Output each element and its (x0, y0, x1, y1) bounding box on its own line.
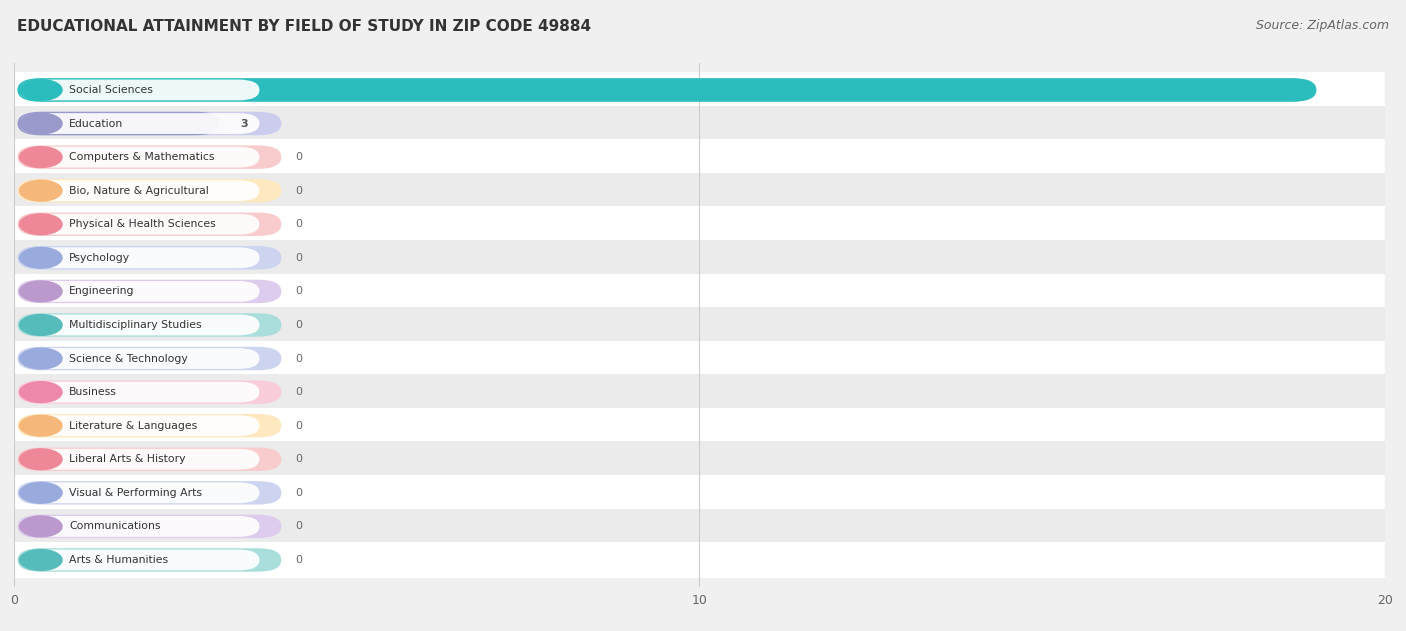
FancyBboxPatch shape (14, 206, 1385, 242)
Text: 0: 0 (295, 353, 302, 363)
Circle shape (20, 382, 62, 403)
Circle shape (20, 449, 62, 469)
FancyBboxPatch shape (20, 146, 260, 167)
Text: 0: 0 (295, 253, 302, 263)
FancyBboxPatch shape (17, 78, 1316, 102)
Text: 0: 0 (295, 286, 302, 297)
FancyBboxPatch shape (20, 348, 260, 369)
FancyBboxPatch shape (17, 347, 281, 370)
FancyBboxPatch shape (20, 382, 260, 403)
Text: 0: 0 (295, 152, 302, 162)
Text: Liberal Arts & History: Liberal Arts & History (69, 454, 186, 464)
Circle shape (20, 281, 62, 302)
FancyBboxPatch shape (17, 380, 281, 404)
FancyBboxPatch shape (14, 240, 1385, 276)
Text: Arts & Humanities: Arts & Humanities (69, 555, 169, 565)
FancyBboxPatch shape (17, 145, 281, 169)
FancyBboxPatch shape (17, 280, 281, 303)
FancyBboxPatch shape (14, 374, 1385, 410)
Circle shape (20, 113, 62, 134)
Text: Visual & Performing Arts: Visual & Performing Arts (69, 488, 202, 498)
FancyBboxPatch shape (14, 307, 1385, 343)
FancyBboxPatch shape (14, 274, 1385, 309)
Text: 0: 0 (295, 521, 302, 531)
FancyBboxPatch shape (17, 179, 281, 203)
Text: Education: Education (69, 119, 124, 129)
FancyBboxPatch shape (17, 213, 281, 236)
FancyBboxPatch shape (14, 542, 1385, 578)
FancyBboxPatch shape (14, 106, 1385, 141)
FancyBboxPatch shape (17, 246, 281, 269)
FancyBboxPatch shape (20, 550, 260, 570)
Text: Engineering: Engineering (69, 286, 135, 297)
Text: Communications: Communications (69, 521, 160, 531)
Circle shape (20, 550, 62, 570)
Text: EDUCATIONAL ATTAINMENT BY FIELD OF STUDY IN ZIP CODE 49884: EDUCATIONAL ATTAINMENT BY FIELD OF STUDY… (17, 19, 591, 34)
Text: 0: 0 (295, 421, 302, 431)
FancyBboxPatch shape (14, 475, 1385, 510)
FancyBboxPatch shape (14, 408, 1385, 444)
FancyBboxPatch shape (20, 415, 260, 436)
Text: 19: 19 (1336, 85, 1351, 95)
Circle shape (20, 214, 62, 235)
Text: Science & Technology: Science & Technology (69, 353, 187, 363)
FancyBboxPatch shape (20, 80, 260, 100)
Text: Bio, Nature & Agricultural: Bio, Nature & Agricultural (69, 186, 208, 196)
FancyBboxPatch shape (17, 414, 281, 437)
Circle shape (20, 483, 62, 504)
FancyBboxPatch shape (17, 515, 281, 538)
FancyBboxPatch shape (14, 139, 1385, 175)
FancyBboxPatch shape (17, 548, 281, 572)
Text: 0: 0 (295, 320, 302, 330)
FancyBboxPatch shape (14, 72, 1385, 108)
FancyBboxPatch shape (20, 247, 260, 268)
FancyBboxPatch shape (20, 113, 260, 134)
FancyBboxPatch shape (14, 173, 1385, 208)
FancyBboxPatch shape (17, 313, 281, 337)
Circle shape (20, 180, 62, 201)
FancyBboxPatch shape (20, 483, 260, 504)
FancyBboxPatch shape (17, 447, 281, 471)
Text: 0: 0 (295, 488, 302, 498)
Text: 0: 0 (295, 555, 302, 565)
Text: Business: Business (69, 387, 117, 397)
Text: 3: 3 (240, 119, 247, 129)
FancyBboxPatch shape (17, 112, 219, 135)
Text: Physical & Health Sciences: Physical & Health Sciences (69, 219, 215, 229)
Circle shape (20, 315, 62, 335)
FancyBboxPatch shape (17, 78, 1316, 102)
Text: Multidisciplinary Studies: Multidisciplinary Studies (69, 320, 201, 330)
FancyBboxPatch shape (20, 214, 260, 235)
FancyBboxPatch shape (17, 481, 281, 505)
Text: Literature & Languages: Literature & Languages (69, 421, 197, 431)
FancyBboxPatch shape (14, 509, 1385, 544)
FancyBboxPatch shape (20, 315, 260, 335)
Text: 0: 0 (295, 387, 302, 397)
FancyBboxPatch shape (14, 341, 1385, 376)
Text: Source: ZipAtlas.com: Source: ZipAtlas.com (1256, 19, 1389, 32)
Text: 0: 0 (295, 186, 302, 196)
FancyBboxPatch shape (17, 112, 281, 135)
Circle shape (20, 80, 62, 100)
Circle shape (20, 415, 62, 436)
Circle shape (20, 247, 62, 268)
Text: 0: 0 (295, 219, 302, 229)
Text: Social Sciences: Social Sciences (69, 85, 153, 95)
Text: Psychology: Psychology (69, 253, 129, 263)
FancyBboxPatch shape (20, 180, 260, 201)
Text: Computers & Mathematics: Computers & Mathematics (69, 152, 214, 162)
Circle shape (20, 348, 62, 369)
FancyBboxPatch shape (20, 281, 260, 302)
Circle shape (20, 516, 62, 537)
FancyBboxPatch shape (20, 449, 260, 469)
Circle shape (20, 146, 62, 167)
FancyBboxPatch shape (20, 516, 260, 537)
Text: 0: 0 (295, 454, 302, 464)
FancyBboxPatch shape (14, 442, 1385, 477)
